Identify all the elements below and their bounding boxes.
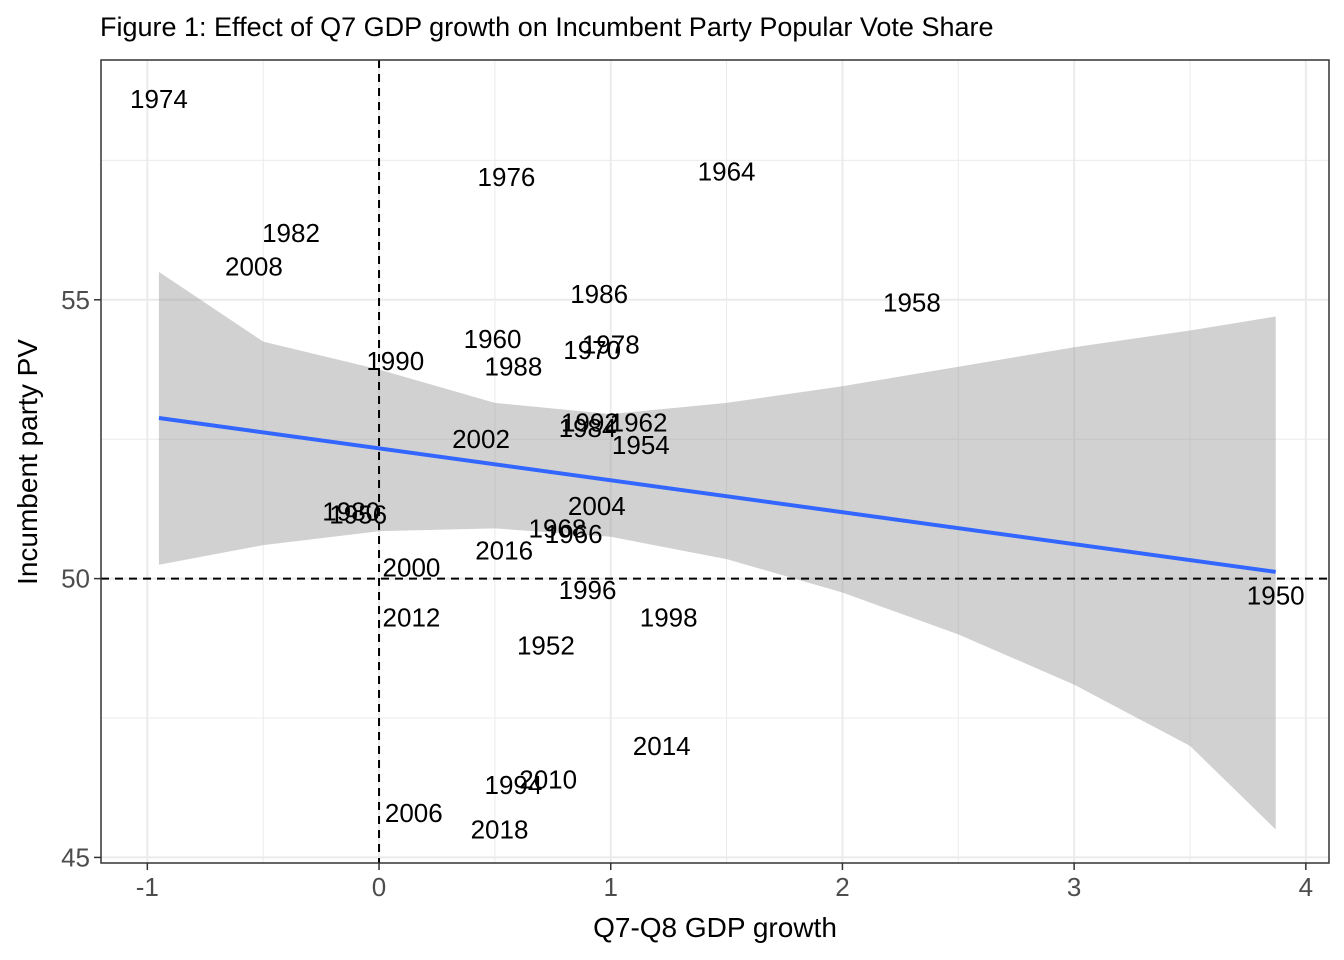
point-label: 1968 — [529, 513, 587, 543]
major-gridlines — [101, 60, 1329, 863]
point-label: 2016 — [475, 536, 533, 566]
point-label: 2000 — [383, 552, 441, 582]
point-label: 2010 — [519, 764, 577, 794]
point-label: 1970 — [563, 335, 621, 365]
point-label: 1990 — [366, 346, 424, 376]
point-label: 1976 — [478, 162, 536, 192]
point-label: 2012 — [383, 603, 441, 633]
chart-title: Figure 1: Effect of Q7 GDP growth on Inc… — [100, 12, 994, 42]
point-label: 1974 — [130, 84, 188, 114]
panel-border — [100, 59, 1330, 864]
y-tick-label: 55 — [61, 285, 90, 315]
point-label: 1956 — [329, 499, 387, 529]
point-label: 1966 — [545, 519, 603, 549]
x-tick-label: 3 — [1067, 872, 1081, 902]
confidence-band — [158, 271, 1276, 830]
point-label: 1986 — [570, 279, 628, 309]
point-label: 1950 — [1247, 580, 1305, 610]
point-label: 2006 — [385, 798, 443, 828]
point-label: 1964 — [698, 157, 756, 187]
point-label: 1992 — [561, 407, 619, 437]
point-label: 1960 — [464, 324, 522, 354]
point-label: 1978 — [582, 329, 640, 359]
regression-line — [158, 416, 1276, 574]
point-label: 1980 — [322, 497, 380, 527]
x-tick-label: 1 — [604, 872, 618, 902]
point-label: 1988 — [485, 352, 543, 382]
point-label: 1954 — [612, 430, 670, 460]
panel-background — [101, 60, 1329, 863]
point-label: 1962 — [610, 407, 668, 437]
point-label: 2018 — [471, 815, 529, 845]
x-axis: -1 0 1 2 3 4 — [136, 863, 1313, 902]
point-label: 1984 — [559, 413, 617, 443]
x-tick-label: -1 — [136, 872, 159, 902]
y-axis-title: Incumbent party PV — [12, 339, 43, 585]
x-tick-label: 0 — [372, 872, 386, 902]
y-axis: 45 50 55 — [61, 285, 101, 872]
point-label: 2014 — [633, 731, 691, 761]
point-label: 2008 — [225, 251, 283, 281]
x-tick-label: 4 — [1299, 872, 1313, 902]
y-tick-label: 45 — [61, 842, 90, 872]
point-label: 1994 — [485, 770, 543, 800]
point-label: 2002 — [452, 424, 510, 454]
minor-gridlines — [101, 60, 1329, 863]
point-label: 1996 — [559, 575, 617, 605]
point-label: 1998 — [640, 603, 698, 633]
point-label: 2004 — [568, 491, 626, 521]
x-axis-title: Q7-Q8 GDP growth — [593, 912, 837, 943]
point-label: 1958 — [883, 288, 941, 318]
y-tick-label: 50 — [61, 564, 90, 594]
x-tick-label: 2 — [835, 872, 849, 902]
point-label: 1952 — [517, 631, 575, 661]
point-label: 1982 — [262, 218, 320, 248]
